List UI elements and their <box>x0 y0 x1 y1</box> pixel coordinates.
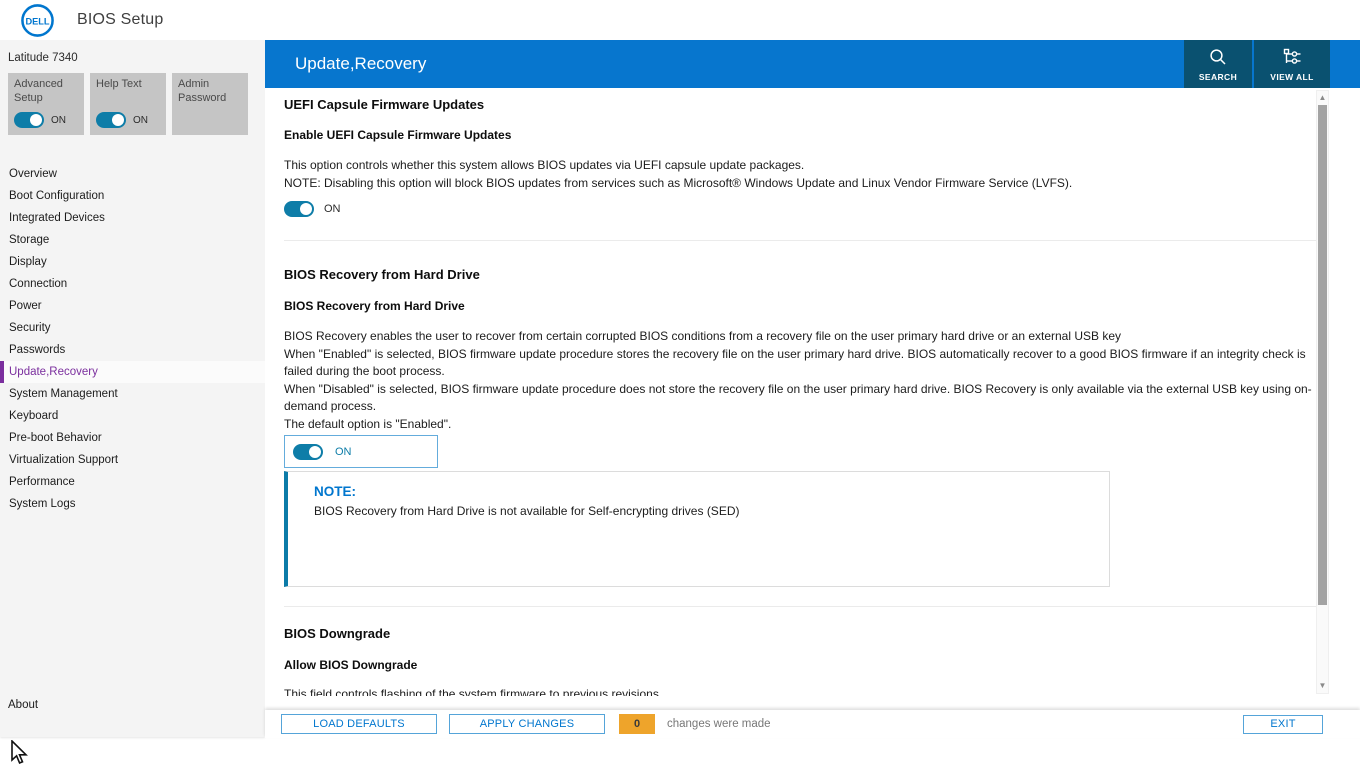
advanced-setup-label: Advanced Setup <box>14 78 63 104</box>
scrollbar-thumb[interactable] <box>1318 105 1327 605</box>
view-all-icon <box>1282 45 1302 69</box>
changes-count-badge: 0 <box>619 714 655 734</box>
sidebar: Latitude 7340 Advanced Setup ON Help Tex… <box>0 40 265 737</box>
sidebar-item-power[interactable]: Power <box>9 300 42 312</box>
sidebar-item-boot-configuration[interactable]: Boot Configuration <box>9 190 105 202</box>
uefi-capsule-toggle-state: ON <box>324 203 341 215</box>
scroll-up-icon[interactable]: ▲ <box>1318 93 1327 102</box>
search-icon <box>1209 45 1227 69</box>
uefi-capsule-description: This option controls whether this system… <box>284 158 1073 190</box>
section-divider <box>284 606 1318 607</box>
bios-downgrade-description-clipped: This field controls flashing of the syst… <box>284 687 663 696</box>
sidebar-item-system-management[interactable]: System Management <box>9 388 118 400</box>
advanced-setup-state: ON <box>51 114 66 126</box>
help-text-toggle[interactable] <box>96 112 126 128</box>
bios-recovery-label: BIOS Recovery from Hard Drive <box>284 299 465 313</box>
bios-recovery-section-title: BIOS Recovery from Hard Drive <box>284 267 480 282</box>
allow-bios-downgrade-label: Allow BIOS Downgrade <box>284 658 418 672</box>
page-title: Update,Recovery <box>295 54 427 73</box>
help-text-box[interactable]: Help Text ON <box>90 73 166 135</box>
sidebar-item-display[interactable]: Display <box>9 256 47 268</box>
section-divider <box>284 240 1318 241</box>
model-name: Latitude 7340 <box>8 52 78 64</box>
uefi-capsule-toggle[interactable] <box>284 201 314 217</box>
sidebar-item-overview[interactable]: Overview <box>9 168 57 180</box>
scroll-down-icon[interactable]: ▼ <box>1318 681 1327 690</box>
dell-logo-icon: DELL <box>21 3 54 37</box>
note-title: NOTE: <box>314 484 356 499</box>
sidebar-item-integrated-devices[interactable]: Integrated Devices <box>9 212 105 224</box>
svg-text:DELL: DELL <box>25 16 49 26</box>
note-text: BIOS Recovery from Hard Drive is not ava… <box>314 504 740 518</box>
changes-text: changes were made <box>667 718 771 730</box>
admin-password-label: Admin Password <box>178 78 227 104</box>
settings-panel: UEFI Capsule Firmware Updates Enable UEF… <box>265 88 1360 710</box>
sidebar-item-performance[interactable]: Performance <box>9 476 75 488</box>
bios-downgrade-section-title: BIOS Downgrade <box>284 626 391 641</box>
bios-recovery-toggle[interactable] <box>293 443 323 460</box>
quick-settings-row: Advanced Setup ON Help Text ON Admin Pas… <box>8 73 265 135</box>
sidebar-nav: Overview Boot Configuration Integrated D… <box>0 163 265 515</box>
sidebar-item-system-logs[interactable]: System Logs <box>9 498 76 510</box>
sidebar-item-keyboard[interactable]: Keyboard <box>9 410 59 422</box>
bios-recovery-toggle-focus-box[interactable]: ON <box>284 435 438 468</box>
help-text-state: ON <box>133 114 148 126</box>
uefi-capsule-toggle-row: ON <box>284 200 1318 218</box>
bios-recovery-toggle-state: ON <box>335 445 352 458</box>
apply-changes-button[interactable]: APPLY CHANGES <box>449 714 605 734</box>
sidebar-item-storage[interactable]: Storage <box>9 234 50 246</box>
exit-button[interactable]: EXIT <box>1243 714 1323 734</box>
footer-bar: LOAD DEFAULTS APPLY CHANGES 0 changes we… <box>265 710 1360 738</box>
mouse-cursor-icon <box>10 739 30 768</box>
uefi-capsule-section-title: UEFI Capsule Firmware Updates <box>284 97 485 112</box>
about-link[interactable]: About <box>8 699 39 711</box>
sidebar-item-passwords[interactable]: Passwords <box>9 344 66 356</box>
help-text-label: Help Text <box>96 78 142 90</box>
top-bar: DELL BIOS Setup <box>0 0 1360 40</box>
sidebar-item-connection[interactable]: Connection <box>9 278 68 290</box>
sidebar-item-virtualization-support[interactable]: Virtualization Support <box>9 454 119 466</box>
sidebar-item-update-recovery[interactable]: Update,Recovery <box>0 361 265 383</box>
page-header: Update,Recovery SEARCH <box>265 40 1360 88</box>
app-title: BIOS Setup <box>77 11 164 28</box>
sidebar-item-security[interactable]: Security <box>9 322 51 334</box>
search-button[interactable]: SEARCH <box>1184 40 1252 88</box>
sidebar-item-pre-boot-behavior[interactable]: Pre-boot Behavior <box>9 432 102 444</box>
load-defaults-button[interactable]: LOAD DEFAULTS <box>281 714 437 734</box>
view-all-button[interactable]: VIEW ALL <box>1254 40 1330 88</box>
enable-uefi-capsule-label: Enable UEFI Capsule Firmware Updates <box>284 128 512 142</box>
search-label: SEARCH <box>1198 72 1238 82</box>
view-all-label: VIEW ALL <box>1270 72 1314 82</box>
content-scrollbar[interactable]: ▲ ▼ <box>1316 90 1329 694</box>
advanced-setup-box[interactable]: Advanced Setup ON <box>8 73 84 135</box>
advanced-setup-toggle[interactable] <box>14 112 44 128</box>
bios-recovery-description: BIOS Recovery enables the user to recove… <box>284 329 1312 431</box>
admin-password-box[interactable]: Admin Password <box>172 73 248 135</box>
bios-recovery-note-box: NOTE: BIOS Recovery from Hard Drive is n… <box>284 471 1110 587</box>
